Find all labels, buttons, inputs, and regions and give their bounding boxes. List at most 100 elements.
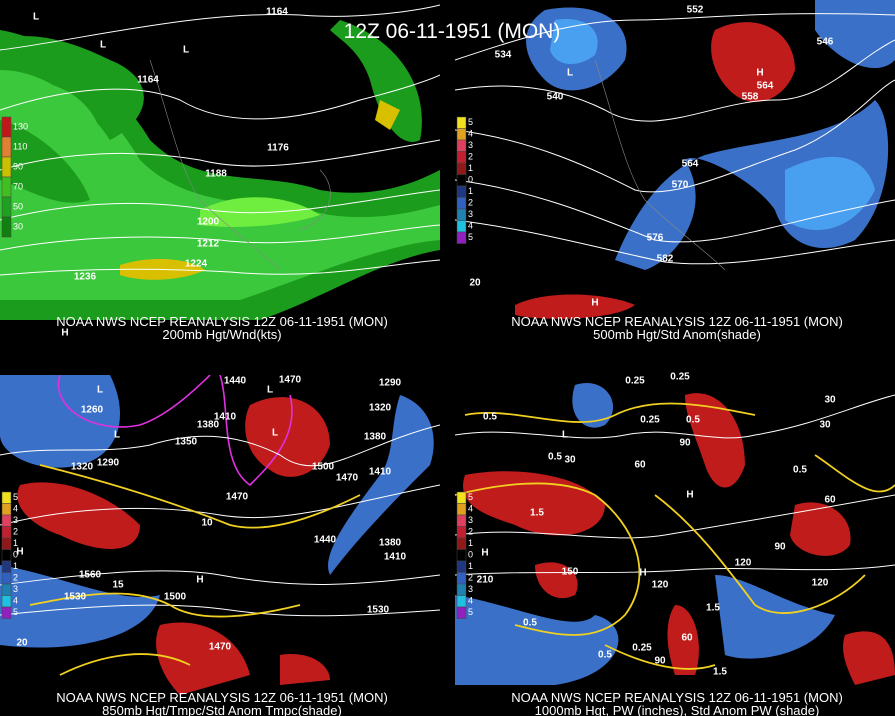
contour-label: 1320 [71, 462, 94, 473]
contour-label: 1.5 [713, 667, 727, 678]
colorbar-swatch [1, 549, 12, 562]
contour-label: 552 [687, 5, 704, 16]
contour-label: 1470 [226, 492, 249, 503]
colorbar-swatch [456, 220, 467, 233]
contour-label: 1380 [364, 432, 387, 443]
contour-label: 564 [682, 159, 699, 170]
contour-label: 1440 [314, 535, 337, 546]
contour-label: 0.5 [523, 618, 537, 629]
colorbar-label: 1 [468, 186, 473, 196]
colorbar-label: 4 [468, 221, 473, 231]
colorbar-label: 0 [468, 175, 473, 185]
contour-label: L [562, 430, 568, 441]
colorbar-label: 1 [13, 538, 18, 548]
colorbar-swatch [1, 537, 12, 550]
contour-label: 150 [562, 567, 579, 578]
colorbar-label: 0 [13, 550, 18, 560]
colorbar-swatch [456, 526, 467, 539]
contour-label: 0.25 [670, 372, 690, 383]
contour-label: H [591, 298, 598, 309]
contour-label: 120 [652, 580, 669, 591]
colorbar-label: 2 [13, 527, 18, 537]
colorbar-swatch [456, 162, 467, 175]
colorbar-label: 90 [13, 161, 23, 171]
colorbar-swatch [456, 208, 467, 221]
contour-label: 1410 [369, 467, 392, 478]
contour-label: L [183, 45, 189, 56]
contour-label: 570 [672, 180, 689, 191]
colorbar-swatch [456, 549, 467, 562]
colorbar-label: 3 [468, 140, 473, 150]
colorbar-label: 110 [13, 141, 27, 151]
colorbar-swatch [1, 514, 12, 527]
panel-overlay: 0.25 0.250.50.50.25 0.50.51.530 60903030609… [456, 372, 843, 716]
colorbar-label: 3 [13, 515, 18, 525]
colorbar-swatch [456, 503, 467, 516]
colorbar-label: 2 [468, 527, 473, 537]
contour-label: 1320 [369, 403, 392, 414]
colorbar-swatch [456, 491, 467, 504]
contour-label: 0.5 [793, 465, 807, 476]
contour-label: L [567, 68, 573, 79]
colorbar-label: 4 [468, 129, 473, 139]
colorbar-label: 3 [468, 515, 473, 525]
colorbar-swatch [1, 156, 12, 178]
colorbar-label: 2 [468, 198, 473, 208]
contour-label: 0.5 [598, 650, 612, 661]
contour-label: L [114, 430, 120, 441]
contour-label: H [639, 568, 646, 579]
contour-label: 1.5 [530, 508, 544, 519]
contour-label: L [272, 428, 278, 439]
contour-label: 1380 [379, 538, 402, 549]
colorbar-swatch [456, 174, 467, 187]
colorbar-swatch [1, 572, 12, 585]
panel-subcaption: 850mb Hgt/Tmpc/Std Anom Tmpc(shade) [102, 703, 342, 716]
contour-label: 20 [469, 278, 481, 289]
panel-caption: NOAA NWS NCEP REANALYSIS 12Z 06-11-1951 … [511, 314, 843, 329]
contour-label: L [33, 12, 39, 23]
colorbar-swatch [456, 583, 467, 596]
colorbar-label: 70 [13, 181, 23, 191]
contour-label: 60 [681, 633, 693, 644]
colorbar-swatch [1, 136, 12, 158]
colorbar-label: 130 [13, 121, 28, 131]
colorbar-label: 30 [13, 221, 23, 231]
colorbar-swatch [456, 514, 467, 527]
colorbar-label: 2 [13, 573, 18, 583]
colorbar-swatch [1, 583, 12, 596]
colorbar-label: 3 [468, 584, 473, 594]
colorbar-label: 3 [468, 209, 473, 219]
contour-label: 1236 [74, 272, 97, 283]
panel-caption: NOAA NWS NCEP REANALYSIS 12Z 06-11-1951 … [56, 314, 388, 329]
colorbar-label: 5 [468, 607, 473, 617]
contour-label: 1470 [209, 642, 232, 653]
contour-label: 1164 [266, 7, 288, 18]
contour-label: 0.5 [483, 412, 497, 423]
contour-label: 1530 [64, 592, 87, 603]
colorbar-label: 1 [468, 538, 473, 548]
contour-label: 1212 [197, 239, 220, 250]
contour-label: 0.5 [686, 415, 700, 426]
colorbar-swatch [1, 176, 12, 198]
colorbar-label: 5 [468, 492, 473, 502]
contour-label: L [100, 40, 106, 51]
contour-label: 1500 [164, 592, 187, 603]
contour-label: H [756, 68, 763, 79]
contour-label: 564 [757, 81, 774, 92]
colorbar-label: 1 [468, 561, 473, 571]
contour-label: 546 [817, 37, 834, 48]
panel-subcaption: 1000mb Hgt, PW (inches), Std Anom PW (sh… [535, 703, 820, 716]
colorbar-label: 4 [13, 596, 18, 606]
panel-500mb [455, 0, 895, 319]
colorbar-swatch [456, 128, 467, 141]
colorbar-swatch [456, 537, 467, 550]
contour-label: 1164 [137, 75, 159, 86]
contour-label: 1530 [367, 605, 390, 616]
contour-label: H [16, 547, 23, 558]
contour-label: 1500 [312, 462, 335, 473]
colorbar-swatch [456, 231, 467, 244]
contour-label: 0.25 [625, 376, 645, 387]
colorbar-label: 1 [13, 561, 18, 571]
panel-subcaption: 500mb Hgt/Std Anom(shade) [593, 327, 761, 342]
contour-label: 1260 [81, 405, 104, 416]
